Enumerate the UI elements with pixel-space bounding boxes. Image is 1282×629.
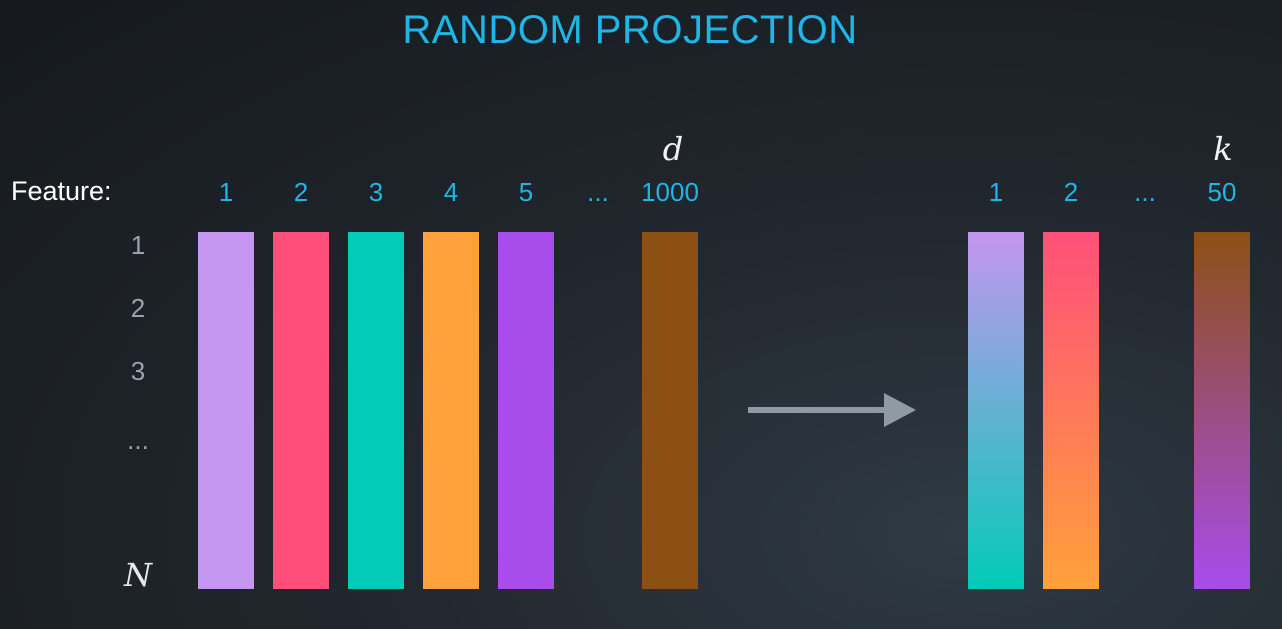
original-col-label-3: 3 — [368, 177, 384, 207]
projected-col-label-1: 1 — [988, 177, 1004, 207]
original-col-label-1000: 1000 — [641, 177, 699, 207]
original-col-ellipsis: ... — [587, 177, 609, 207]
original-feature-bar-1 — [198, 232, 254, 589]
original-col-label-5: 5 — [518, 177, 534, 207]
projected-dimension-symbol: k — [1213, 130, 1233, 168]
projected-col-label-50: 50 — [1207, 177, 1237, 207]
projected-col-ellipsis: ... — [1134, 177, 1156, 207]
projected-col-label-2: 2 — [1063, 177, 1079, 207]
original-dimension-symbol: d — [662, 130, 684, 168]
original-col-label-4: 4 — [443, 177, 459, 207]
projected-feature-bar-50 — [1194, 232, 1250, 589]
projection-arrow-icon — [748, 393, 916, 427]
projected-feature-bar-1 — [968, 232, 1024, 589]
row-label-3: 3 — [130, 356, 146, 386]
projected-feature-bar-2 — [1043, 232, 1099, 589]
feature-label: Feature: — [11, 176, 112, 206]
original-col-label-1: 1 — [218, 177, 234, 207]
original-feature-bar-3 — [348, 232, 404, 589]
page-title: RANDOM PROJECTION — [402, 8, 858, 52]
original-feature-bar-1000 — [642, 232, 698, 589]
original-feature-bar-2 — [273, 232, 329, 589]
row-label-1: 1 — [130, 230, 146, 260]
original-feature-bar-4 — [423, 232, 479, 589]
original-col-label-2: 2 — [293, 177, 309, 207]
original-feature-bar-5 — [498, 232, 554, 589]
row-ellipsis: ... — [127, 425, 149, 455]
row-label-2: 2 — [130, 293, 146, 323]
row-count-symbol: N — [124, 556, 152, 594]
